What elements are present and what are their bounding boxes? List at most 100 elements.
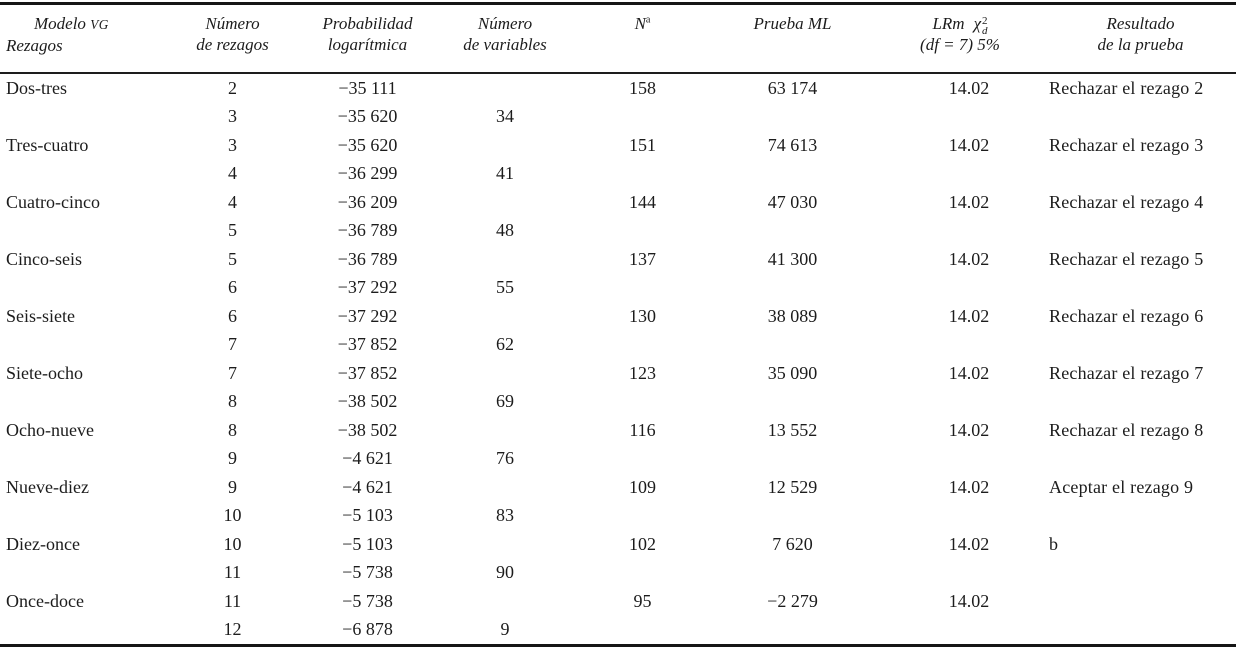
footnote-marker-a: a [645, 14, 651, 26]
cell-model-name: Siete-ocho [6, 362, 83, 383]
cell-num-variables [435, 131, 575, 160]
table-header: Modelo VG Rezagos Número de rezagos Prob… [0, 2, 1236, 74]
cell-num-variables: 69 [496, 391, 514, 412]
cell-model-name: Ocho-nueve [6, 419, 94, 440]
cell-num-rezagos: 7 [228, 334, 237, 355]
n-symbol: N [634, 14, 646, 33]
cell-prueba-ml [710, 217, 875, 246]
cell-model-name: Seis-siete [6, 305, 75, 326]
cell-test-result: b [1049, 533, 1059, 554]
cell-num-variables: 41 [496, 163, 514, 184]
cell-num-variables: 34 [496, 106, 514, 127]
cell-num-variables: 62 [496, 334, 514, 355]
cell-prueba-ml [710, 160, 875, 189]
cell-num-variables [435, 473, 575, 502]
cell-num-variables: 90 [496, 562, 514, 583]
cell-prueba-ml: 13 552 [767, 419, 818, 440]
cell-num-variables [435, 416, 575, 445]
cell-n [575, 445, 710, 474]
table-row: 3 −35 620 34 [0, 103, 1236, 132]
cell-log-likelihood: −35 620 [337, 106, 398, 127]
table-row: Once-doce 11 −5 738 95 −2 279 14.02 [0, 587, 1236, 616]
cell-test-result: Rechazar el rezago 8 [1049, 419, 1204, 440]
cell-num-rezagos: 6 [228, 277, 237, 298]
cell-num-rezagos: 3 [228, 134, 237, 155]
cell-n: 95 [633, 590, 652, 611]
header-row: Modelo VG Rezagos Número de rezagos Prob… [0, 2, 1236, 74]
cell-num-rezagos: 12 [165, 615, 300, 647]
cell-prueba-ml: 35 090 [767, 362, 818, 383]
cell-prueba-ml [710, 559, 875, 588]
cell-n: 102 [629, 533, 656, 554]
table-row: 5 −36 789 48 [0, 217, 1236, 246]
header-line: de rezagos [196, 35, 269, 54]
cell-lrm-critical [875, 331, 1045, 360]
table-row: 9 −4 621 76 [0, 445, 1236, 474]
header-modelo-vg-rezagos: Modelo VG Rezagos [0, 2, 165, 74]
cell-log-likelihood: −36 789 [337, 248, 398, 269]
cell-n: 144 [629, 191, 656, 212]
header-line: Rezagos [6, 36, 63, 55]
cell-num-rezagos: 9 [228, 448, 237, 469]
cell-log-likelihood: −5 103 [342, 505, 393, 526]
cell-lrm-critical [875, 217, 1045, 246]
cell-test-result [1045, 445, 1236, 474]
cell-prueba-ml [710, 615, 875, 647]
cell-num-variables: 83 [496, 505, 514, 526]
cell-model-name [0, 217, 165, 246]
chi-superscript: 2 [982, 14, 988, 27]
header-probabilidad-logaritmica: Probabilidad logarítmica [300, 2, 435, 74]
cell-log-likelihood: −36 789 [337, 220, 398, 241]
cell-lrm-critical: 14.02 [948, 305, 990, 326]
header-line: de la prueba [1097, 35, 1184, 54]
cell-n [575, 388, 710, 417]
cell-test-result: Rechazar el rezago 7 [1049, 362, 1204, 383]
cell-num-variables [435, 73, 575, 103]
header-numero-de-variables: Número de variables [435, 2, 575, 74]
table-row: Diez-once 10 −5 103 102 7 620 14.02 b [0, 530, 1236, 559]
cell-test-result: Rechazar el rezago 3 [1049, 134, 1204, 155]
cell-model-name [0, 331, 165, 360]
cell-num-rezagos: 11 [223, 590, 242, 611]
table-row: Dos-tres 2 −35 111 158 63 174 14.02 Rech… [0, 73, 1236, 103]
cell-lrm-critical [875, 615, 1045, 647]
header-line: logarítmica [327, 35, 408, 54]
cell-num-rezagos: 7 [228, 362, 237, 383]
table-row: 11 −5 738 90 [0, 559, 1236, 588]
table-row: 10 −5 103 83 [0, 502, 1236, 531]
cell-num-variables [435, 245, 575, 274]
header-line: Número [205, 14, 260, 33]
cell-test-result: Rechazar el rezago 4 [1049, 191, 1204, 212]
cell-test-result [1045, 388, 1236, 417]
cell-test-result [1045, 615, 1236, 647]
cell-model-name [0, 103, 165, 132]
cell-model-name [0, 559, 165, 588]
cell-test-result [1045, 587, 1236, 616]
cell-n: 109 [629, 476, 656, 497]
cell-model-name [0, 274, 165, 303]
cell-test-result [1045, 331, 1236, 360]
cell-num-variables: 48 [496, 220, 514, 241]
cell-lrm-critical [875, 274, 1045, 303]
cell-prueba-ml [710, 103, 875, 132]
cell-num-rezagos: 10 [223, 505, 242, 526]
cell-model-name: Nueve-diez [6, 476, 89, 497]
cell-prueba-ml [710, 502, 875, 531]
cell-lrm-critical: 14.02 [948, 191, 990, 212]
cell-n [575, 160, 710, 189]
cell-prueba-ml: 47 030 [767, 191, 818, 212]
table-body: Dos-tres 2 −35 111 158 63 174 14.02 Rech… [0, 73, 1236, 647]
cell-test-result: Rechazar el rezago 2 [1049, 77, 1204, 98]
cell-model-name [0, 388, 165, 417]
cell-lrm-critical [875, 103, 1045, 132]
cell-n: 137 [629, 248, 656, 269]
header-line: Prueba ML [753, 14, 832, 33]
cell-model-name: Cuatro-cinco [6, 191, 100, 212]
cell-prueba-ml [710, 331, 875, 360]
cell-lrm-critical: 14.02 [948, 248, 990, 269]
cell-log-likelihood: −36 299 [337, 163, 398, 184]
cell-lrm-critical: 14.02 [948, 476, 990, 497]
table-row: 7 −37 852 62 [0, 331, 1236, 360]
cell-prueba-ml: −2 279 [767, 590, 818, 611]
